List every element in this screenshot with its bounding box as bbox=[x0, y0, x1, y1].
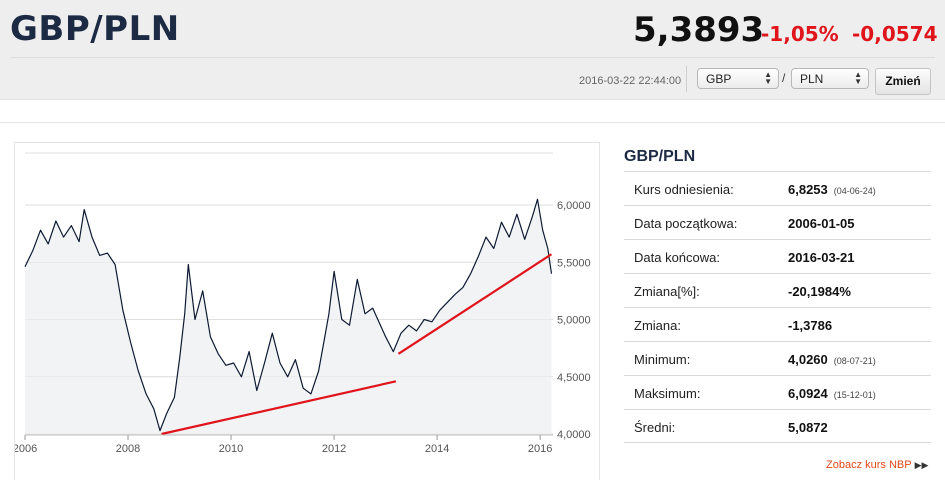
trendline bbox=[161, 380, 397, 436]
stat-number: 2016-03-21 bbox=[788, 250, 855, 265]
x-tick-label: 2008 bbox=[116, 443, 140, 455]
change-button[interactable]: Zmień bbox=[875, 68, 931, 95]
stat-row: Maksimum: 6,0924 (15-12-01) bbox=[624, 375, 931, 409]
stat-value: 4,0260 (08-07-21) bbox=[788, 352, 876, 367]
stat-label: Minimum: bbox=[634, 352, 691, 367]
stat-row: Zmiana: -1,3786 bbox=[624, 307, 931, 341]
stat-row: Data końcowa: 2016-03-21 bbox=[624, 239, 931, 273]
change-absolute: -0,0574 bbox=[852, 22, 938, 46]
trendline bbox=[397, 253, 553, 355]
chart-canvas: 6,0000 5,5000 5,0000 4,5000 4,0000 2006 2008 20… bbox=[15, 152, 591, 455]
stat-number: 2006-01-05 bbox=[788, 216, 855, 231]
x-tick-label: 2014 bbox=[425, 443, 449, 455]
currency-to-select[interactable]: PLN ▲ ▼ bbox=[791, 68, 869, 89]
stat-value: 2006-01-05 bbox=[788, 216, 855, 231]
quote-timestamp: 2016-03-22 22:44:00 bbox=[579, 75, 682, 87]
stat-value: 5,0872 bbox=[788, 420, 828, 435]
select-arrows-icon: ▲ ▼ bbox=[764, 70, 772, 86]
stat-number: 4,0260 bbox=[788, 352, 828, 367]
currency-from-select[interactable]: GBP ▲ ▼ bbox=[697, 68, 779, 89]
stat-row: Minimum: 4,0260 (08-07-21) bbox=[624, 341, 931, 375]
select-arrows-icon: ▲ ▼ bbox=[854, 70, 862, 86]
currency-separator: / bbox=[782, 71, 786, 85]
stat-date: (04-06-24) bbox=[833, 186, 876, 196]
stat-label: Maksimum: bbox=[634, 386, 701, 401]
nbp-rate-link[interactable]: Zobacz kurs NBP ▶▶ bbox=[826, 459, 928, 471]
x-tick-label: 2012 bbox=[322, 443, 346, 455]
stat-value: 6,0924 (15-12-01) bbox=[788, 386, 876, 401]
stat-row: Data początkowa: 2006-01-05 bbox=[624, 205, 931, 239]
x-tick-label: 2006 bbox=[15, 443, 37, 455]
stat-label: Data początkowa: bbox=[634, 216, 738, 231]
current-price: 5,3893 bbox=[633, 10, 765, 50]
page-title: GBP/PLN bbox=[10, 9, 180, 49]
quote-header: GBP/PLN 5,3893 -1,05% -0,0574 2016-03-22… bbox=[0, 0, 945, 100]
series-line bbox=[24, 198, 553, 432]
header-divider bbox=[10, 57, 935, 58]
y-tick-label: 4,5000 bbox=[557, 372, 591, 384]
stat-value: 2016-03-21 bbox=[788, 250, 855, 265]
stat-date: (15-12-01) bbox=[833, 390, 876, 400]
stat-row: Średni: 5,0872 bbox=[624, 409, 931, 443]
stat-label: Kurs odniesienia: bbox=[634, 182, 734, 197]
currency-to-value: PLN bbox=[800, 72, 824, 86]
stat-value: -1,3786 bbox=[788, 318, 832, 333]
x-tick-label: 2010 bbox=[219, 443, 243, 455]
stat-value: -20,1984% bbox=[788, 284, 851, 299]
double-chevron-right-icon: ▶▶ bbox=[914, 460, 929, 470]
change-percent: -1,05% bbox=[761, 22, 839, 46]
stat-number: 6,8253 bbox=[788, 182, 828, 197]
x-tick-label: 2016 bbox=[528, 443, 552, 455]
sidebar-title: GBP/PLN bbox=[624, 148, 696, 165]
y-tick-label: 5,0000 bbox=[557, 315, 591, 327]
stat-number: -20,1984% bbox=[788, 284, 851, 299]
stat-label: Zmiana: bbox=[634, 318, 681, 333]
stat-number: -1,3786 bbox=[788, 318, 833, 333]
y-tick-label: 6,0000 bbox=[557, 200, 591, 212]
stat-row: Kurs odniesienia: 6,8253 (04-06-24) bbox=[624, 171, 931, 205]
stats-table: Kurs odniesienia: 6,8253 (04-06-24) Data po… bbox=[624, 171, 931, 443]
nbp-link-label: Zobacz kurs NBP bbox=[826, 459, 912, 471]
stat-date: (08-07-21) bbox=[833, 356, 876, 366]
toolbar-divider bbox=[686, 66, 687, 92]
stat-label: Data końcowa: bbox=[634, 250, 720, 265]
y-tick-label: 4,0000 bbox=[557, 429, 591, 441]
stat-row: Zmiana[%]: -20,1984% bbox=[624, 273, 931, 307]
stat-value: 6,8253 (04-06-24) bbox=[788, 182, 876, 197]
y-tick-label: 5,5000 bbox=[557, 257, 591, 269]
stat-label: Średni: bbox=[634, 420, 676, 435]
stat-number: 6,0924 bbox=[788, 386, 828, 401]
stat-number: 5,0872 bbox=[788, 420, 828, 435]
stat-label: Zmiana[%]: bbox=[634, 284, 700, 299]
series-area bbox=[25, 199, 552, 435]
price-chart: 6,0000 5,5000 5,0000 4,5000 4,0000 2006 2008 20… bbox=[14, 142, 600, 480]
currency-from-value: GBP bbox=[706, 72, 732, 86]
